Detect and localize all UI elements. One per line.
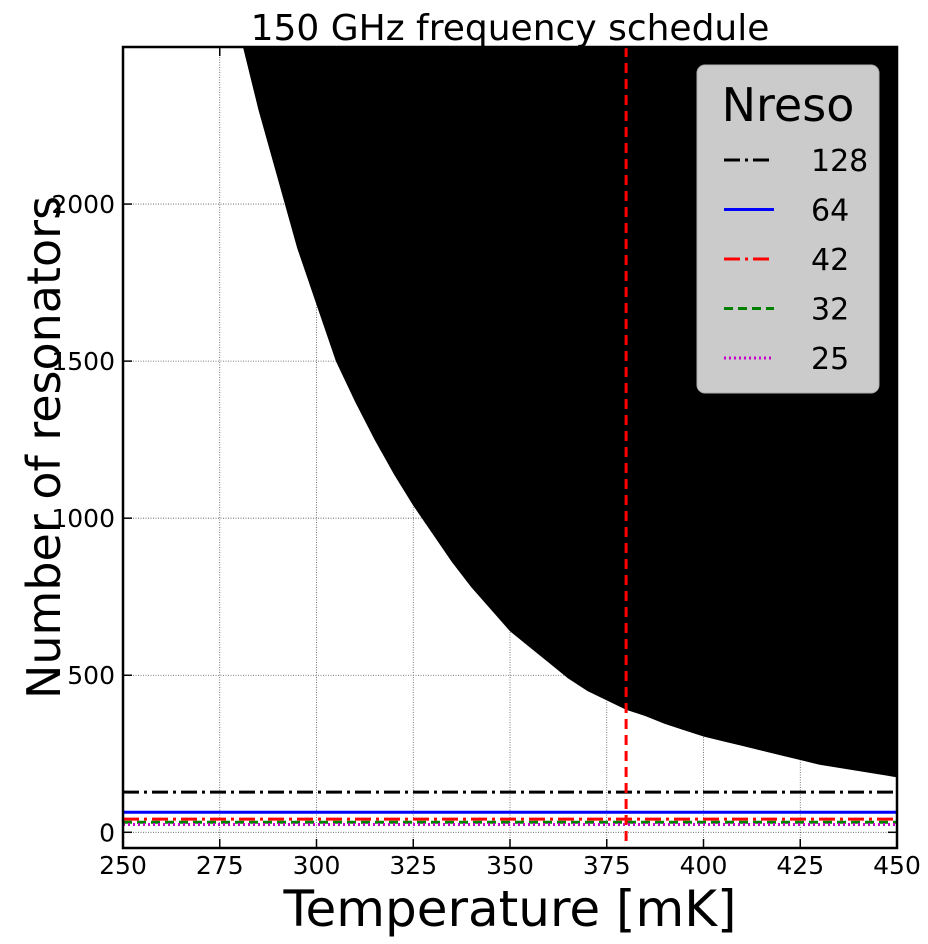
x-tick-label: 350 (486, 851, 534, 880)
legend-label-64: 64 (811, 194, 849, 229)
y-tick-label: 0 (99, 818, 115, 847)
legend-box (696, 64, 880, 394)
chart-title: 150 GHz frequency schedule (251, 8, 770, 49)
x-tick-label: 450 (873, 851, 921, 880)
legend-label-32: 32 (811, 293, 849, 328)
legend-label-42: 42 (811, 243, 849, 278)
x-tick-label: 325 (389, 851, 437, 880)
legend: Nreso 128 64 42 32 25 (696, 64, 880, 394)
legend-label-128: 128 (811, 144, 868, 179)
y-tick-label: 2000 (51, 190, 115, 219)
x-tick-label: 275 (196, 851, 244, 880)
x-tick-label: 250 (99, 851, 147, 880)
x-tick-label: 300 (293, 851, 341, 880)
y-tick-label: 1500 (51, 347, 115, 376)
y-tick-label: 1000 (51, 504, 115, 533)
x-tick-label: 400 (680, 851, 728, 880)
x-tick-label: 425 (776, 851, 824, 880)
y-tick-label: 500 (67, 661, 115, 690)
legend-title: Nreso (722, 78, 855, 132)
x-axis-label: Temperature [mK] (282, 880, 736, 938)
y-axis-label: Number of resonators (17, 196, 71, 699)
x-tick-label: 375 (583, 851, 631, 880)
legend-label-25: 25 (811, 342, 849, 377)
